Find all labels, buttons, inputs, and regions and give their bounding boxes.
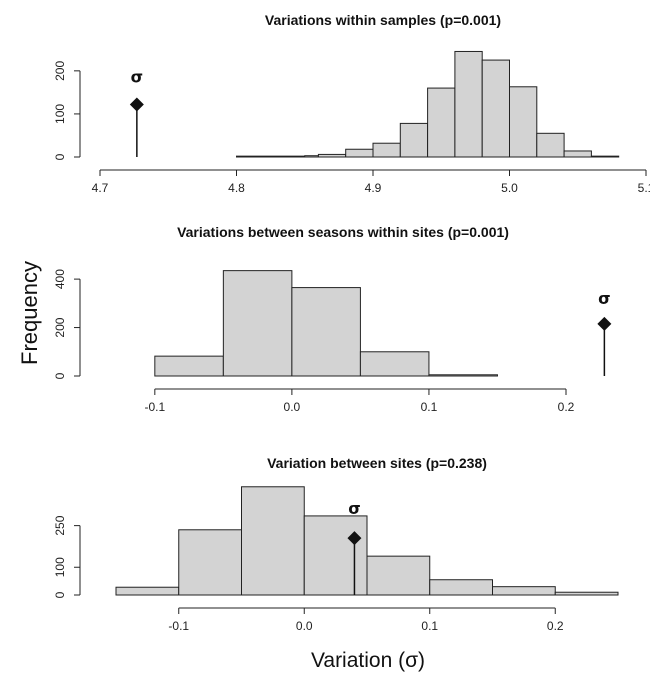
histogram-bar bbox=[509, 86, 538, 158]
x-tick-label: 5.0 bbox=[501, 181, 518, 195]
x-tick-label: 0.0 bbox=[284, 400, 301, 414]
histogram-bar bbox=[366, 555, 431, 596]
histogram-bar bbox=[590, 155, 620, 158]
x-tick-label: 4.7 bbox=[92, 181, 109, 195]
panel-title: Variation between sites (p=0.238) bbox=[267, 455, 487, 471]
sigma-label: σ bbox=[131, 67, 143, 86]
histogram-bar bbox=[481, 59, 511, 158]
observed-marker bbox=[597, 316, 612, 331]
histogram-bar bbox=[554, 591, 619, 596]
y-tick-label: 200 bbox=[53, 61, 67, 81]
sigma-label: σ bbox=[598, 289, 610, 308]
panel-1: Variations within samples (p=0.001) 4.7 4.… bbox=[53, 12, 650, 195]
histogram-bar bbox=[429, 579, 493, 596]
panel-title: Variations within samples (p=0.001) bbox=[265, 12, 501, 28]
histogram-bar bbox=[115, 586, 180, 596]
histogram-bar bbox=[291, 287, 361, 377]
x-axis-label: Variation (σ) bbox=[311, 649, 425, 672]
histogram-bar bbox=[345, 148, 374, 158]
panel-title: Variations between seasons within sites … bbox=[177, 224, 509, 240]
histogram-bar bbox=[454, 50, 483, 158]
histogram-bars bbox=[154, 270, 498, 377]
sigma-label: σ bbox=[348, 499, 360, 518]
panel-3: Variation between sites (p=0.238) -0.1 0.0… bbox=[53, 455, 619, 633]
histogram-bar bbox=[359, 351, 430, 377]
y-tick-label: 100 bbox=[53, 104, 67, 124]
y-tick-label: 100 bbox=[53, 557, 67, 577]
x-tick-label: 0.2 bbox=[547, 619, 564, 633]
histogram-bars bbox=[236, 50, 620, 158]
y-tick-label: 400 bbox=[53, 269, 67, 289]
histogram-bar bbox=[536, 132, 565, 158]
y-tick-label: 250 bbox=[53, 515, 67, 535]
observed-marker bbox=[347, 531, 362, 546]
histogram-bar bbox=[427, 87, 456, 158]
histogram-bar bbox=[492, 586, 556, 596]
histogram-bar bbox=[304, 155, 319, 158]
histogram-bar bbox=[372, 142, 401, 158]
histogram-bar bbox=[428, 374, 498, 377]
x-tick-label: 4.8 bbox=[228, 181, 245, 195]
x-tick-label: -0.1 bbox=[144, 400, 165, 414]
y-tick-label: 0 bbox=[53, 591, 67, 598]
x-tick-label: 0.1 bbox=[421, 400, 438, 414]
histogram-bar bbox=[303, 515, 368, 596]
histogram-bar bbox=[241, 486, 305, 596]
y-tick-label: 0 bbox=[53, 372, 67, 379]
x-tick-label: 4.9 bbox=[365, 181, 382, 195]
histogram-bar bbox=[154, 355, 224, 377]
histogram-bar bbox=[236, 155, 306, 158]
histogram-bars bbox=[115, 486, 619, 596]
histogram-bar bbox=[399, 122, 429, 158]
x-tick-label: 0.2 bbox=[558, 400, 575, 414]
y-tick-label: 200 bbox=[53, 317, 67, 337]
histogram-bar bbox=[317, 153, 347, 158]
panel-2: Variations between seasons within sites … bbox=[53, 224, 612, 414]
y-tick-label: 0 bbox=[53, 153, 67, 160]
y-axis-label: Frequency bbox=[17, 261, 42, 365]
histogram-bar bbox=[563, 150, 592, 158]
x-tick-label: 5.1 bbox=[638, 181, 650, 195]
x-tick-label: 0.0 bbox=[296, 619, 313, 633]
x-tick-label: -0.1 bbox=[168, 619, 189, 633]
histogram-bar bbox=[178, 529, 242, 596]
x-tick-label: 0.1 bbox=[421, 619, 438, 633]
histogram-bar bbox=[222, 270, 293, 377]
observed-marker bbox=[129, 97, 144, 112]
